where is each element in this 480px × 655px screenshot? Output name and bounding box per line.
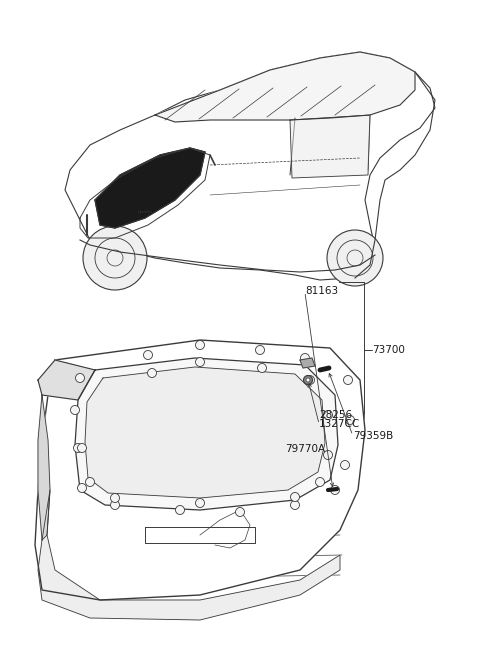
Circle shape (236, 508, 244, 517)
Circle shape (176, 506, 184, 514)
Circle shape (257, 364, 266, 373)
Circle shape (346, 415, 355, 424)
Circle shape (327, 230, 383, 286)
Circle shape (344, 375, 352, 384)
Circle shape (85, 477, 95, 487)
Circle shape (77, 483, 86, 493)
Circle shape (315, 477, 324, 487)
Circle shape (331, 485, 339, 495)
Polygon shape (155, 52, 415, 122)
Circle shape (75, 373, 84, 383)
Polygon shape (38, 395, 50, 540)
Circle shape (83, 226, 147, 290)
Polygon shape (65, 52, 435, 280)
Circle shape (340, 460, 349, 470)
Circle shape (110, 493, 120, 502)
Circle shape (303, 375, 312, 384)
Circle shape (324, 411, 333, 419)
Circle shape (77, 443, 86, 453)
Text: 28256: 28256 (319, 409, 352, 420)
Circle shape (195, 341, 204, 350)
Circle shape (290, 493, 300, 502)
Circle shape (290, 500, 300, 510)
Circle shape (144, 350, 153, 360)
Polygon shape (38, 360, 95, 400)
Polygon shape (145, 527, 255, 543)
Polygon shape (75, 358, 338, 510)
Polygon shape (95, 148, 205, 228)
Polygon shape (290, 115, 370, 178)
Circle shape (255, 345, 264, 354)
Circle shape (147, 369, 156, 377)
Polygon shape (85, 367, 325, 498)
Circle shape (195, 498, 204, 508)
Polygon shape (35, 340, 365, 600)
Text: 79770A: 79770A (286, 443, 326, 454)
Circle shape (300, 354, 310, 362)
Circle shape (71, 405, 80, 415)
Polygon shape (38, 490, 340, 620)
Circle shape (305, 375, 314, 384)
Text: 81163: 81163 (305, 286, 338, 297)
Polygon shape (300, 358, 315, 368)
Circle shape (324, 451, 333, 460)
Circle shape (195, 358, 204, 367)
Circle shape (110, 500, 120, 510)
Circle shape (73, 443, 83, 453)
Text: Hyundai: Hyundai (138, 210, 152, 214)
Text: 73700: 73700 (372, 345, 405, 356)
Text: 1327CC: 1327CC (319, 419, 360, 430)
Text: 79359B: 79359B (353, 430, 393, 441)
Circle shape (306, 378, 310, 382)
